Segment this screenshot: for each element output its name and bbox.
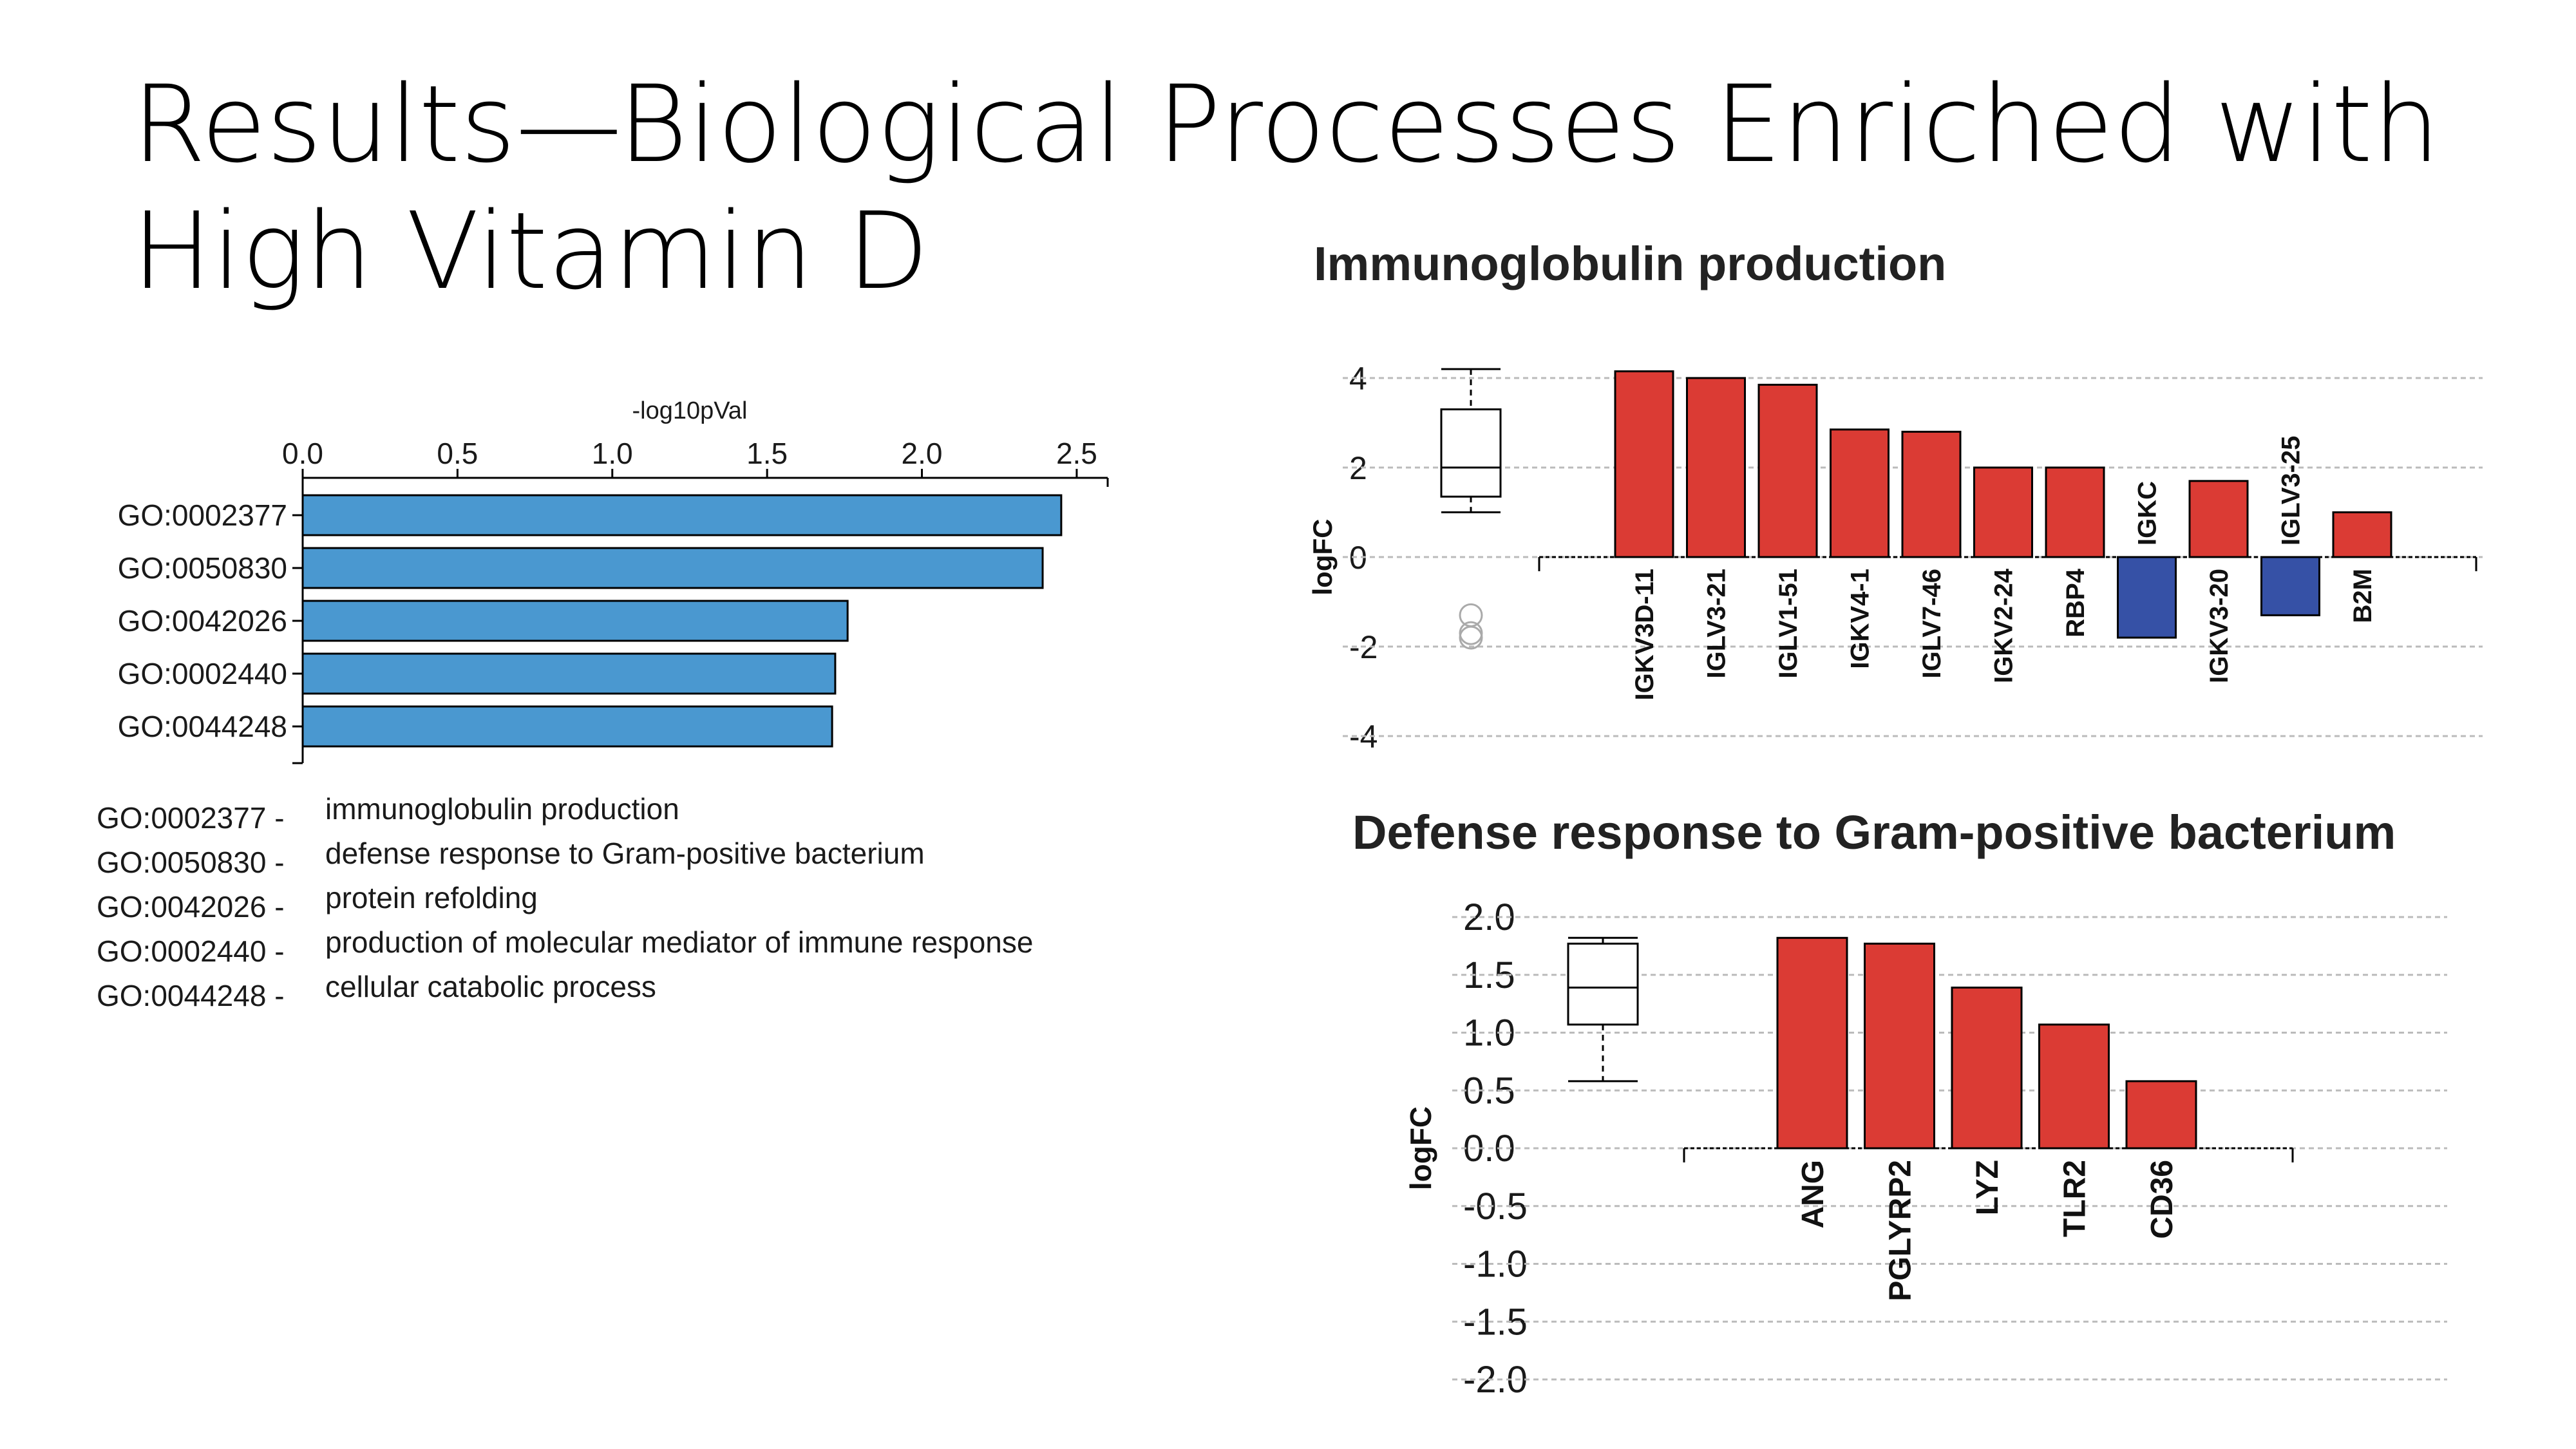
chart-title: Defense response to Gram-positive bacter…	[1352, 806, 2396, 859]
go-category-label: GO:0050830	[118, 551, 287, 585]
go-enrichment-chart: -log10pVal 0.0 0.5 1.0 1.5 2.0 2.5 GO:0002377 GO…	[118, 397, 1109, 764]
go-legend-term: protein refolding	[325, 881, 538, 914]
chart-title: Immunoglobulin production	[1314, 237, 1946, 290]
bar	[2038, 1023, 2110, 1150]
bar-category-label: IGKV2-24	[1990, 568, 2018, 683]
bar	[1757, 383, 1818, 558]
go-legend-term: immunoglobulin production	[325, 792, 679, 826]
bar-category-label: TLR2	[2058, 1160, 2092, 1237]
bar	[2188, 480, 2249, 558]
go-legend-id: GO:0002440 -	[97, 934, 285, 968]
go-legend-term: cellular catabolic process	[325, 970, 656, 1003]
go-bar	[301, 600, 849, 642]
bar	[1830, 428, 1889, 558]
bar-category-label: IGLV7-46	[1918, 569, 1946, 678]
slide-title: Results—Biological Processes Enriched wi…	[132, 61, 2440, 315]
bar	[1864, 942, 1935, 1150]
bar	[1973, 466, 2033, 558]
go-category-label: GO:0044248	[118, 710, 287, 743]
go-term-legend: GO:0002377 - immunoglobulin production GO:…	[97, 792, 1033, 1012]
bar-category-label: IGKV4-1	[1846, 569, 1875, 669]
bar-category-label: IGKV3D-11	[1631, 569, 1659, 701]
go-x-tick-label: 2.5	[1056, 437, 1097, 470]
bar	[2260, 556, 2320, 616]
go-x-tick-label: 0.5	[437, 437, 478, 470]
go-legend-id: GO:0042026 -	[97, 890, 285, 923]
bar-category-label: IGLV1-51	[1774, 569, 1803, 678]
bar-category-label: IGLV3-21	[1703, 569, 1731, 678]
bar	[2332, 511, 2392, 558]
y-axis-label: logFC	[1404, 1106, 1437, 1190]
box-iqr	[1440, 408, 1502, 498]
bar	[1776, 936, 1848, 1150]
defense-response-chart: Defense response to Gram-positive bacter…	[1352, 806, 2447, 1401]
go-bar	[301, 547, 1044, 589]
slide-title-line-2: High Vitamin D	[132, 189, 929, 313]
bar-category-label: B2M	[2349, 569, 2377, 623]
bar	[1614, 370, 1674, 558]
bar	[2117, 556, 2177, 639]
bar	[1686, 377, 1746, 558]
go-legend-term: defense response to Gram-positive bacter…	[325, 837, 925, 870]
bar-category-label: RBP4	[2061, 568, 2090, 637]
go-category-label: GO:0002377	[118, 498, 287, 532]
go-bar	[301, 705, 833, 748]
go-legend-id: GO:0002377 -	[97, 801, 285, 835]
bar	[2125, 1080, 2197, 1150]
bar-category-label: IGKV3-20	[2205, 569, 2233, 683]
bar-category-label: IGLV3-25	[2277, 436, 2306, 545]
go-x-axis-label: -log10pVal	[632, 397, 748, 424]
go-x-tick-label: 0.0	[282, 437, 323, 470]
bar	[1901, 430, 1962, 558]
y-axis-label: logFC	[1307, 519, 1338, 596]
go-x-tick-label: 2.0	[902, 437, 943, 470]
bar-category-label: LYZ	[1971, 1160, 2005, 1215]
bar-category-label: PGLYRP2	[1883, 1160, 1917, 1302]
go-bar	[301, 652, 837, 695]
bar-category-label: ANG	[1796, 1160, 1830, 1229]
go-bar	[301, 494, 1063, 536]
box-iqr	[1567, 942, 1639, 1026]
go-legend-id: GO:0050830 -	[97, 846, 285, 879]
immunoglobulin-production-chart: Immunoglobulin production420-2-4logFCIGK…	[1307, 237, 2483, 755]
go-x-tick-label: 1.5	[746, 437, 788, 470]
slide-title-line-1: Results—Biological Processes Enriched wi…	[132, 62, 2440, 186]
box-outlier	[1459, 625, 1483, 650]
go-legend-id: GO:0044248 -	[97, 979, 285, 1012]
bar-category-label: CD36	[2145, 1160, 2179, 1239]
go-legend-term: production of molecular mediator of immu…	[325, 925, 1033, 959]
bar	[2045, 466, 2105, 558]
bar	[1951, 986, 2023, 1150]
bar-category-label: IGKC	[2134, 481, 2162, 545]
go-category-label: GO:0042026	[118, 604, 287, 638]
go-category-label: GO:0002440	[118, 657, 287, 690]
go-x-tick-label: 1.0	[592, 437, 633, 470]
